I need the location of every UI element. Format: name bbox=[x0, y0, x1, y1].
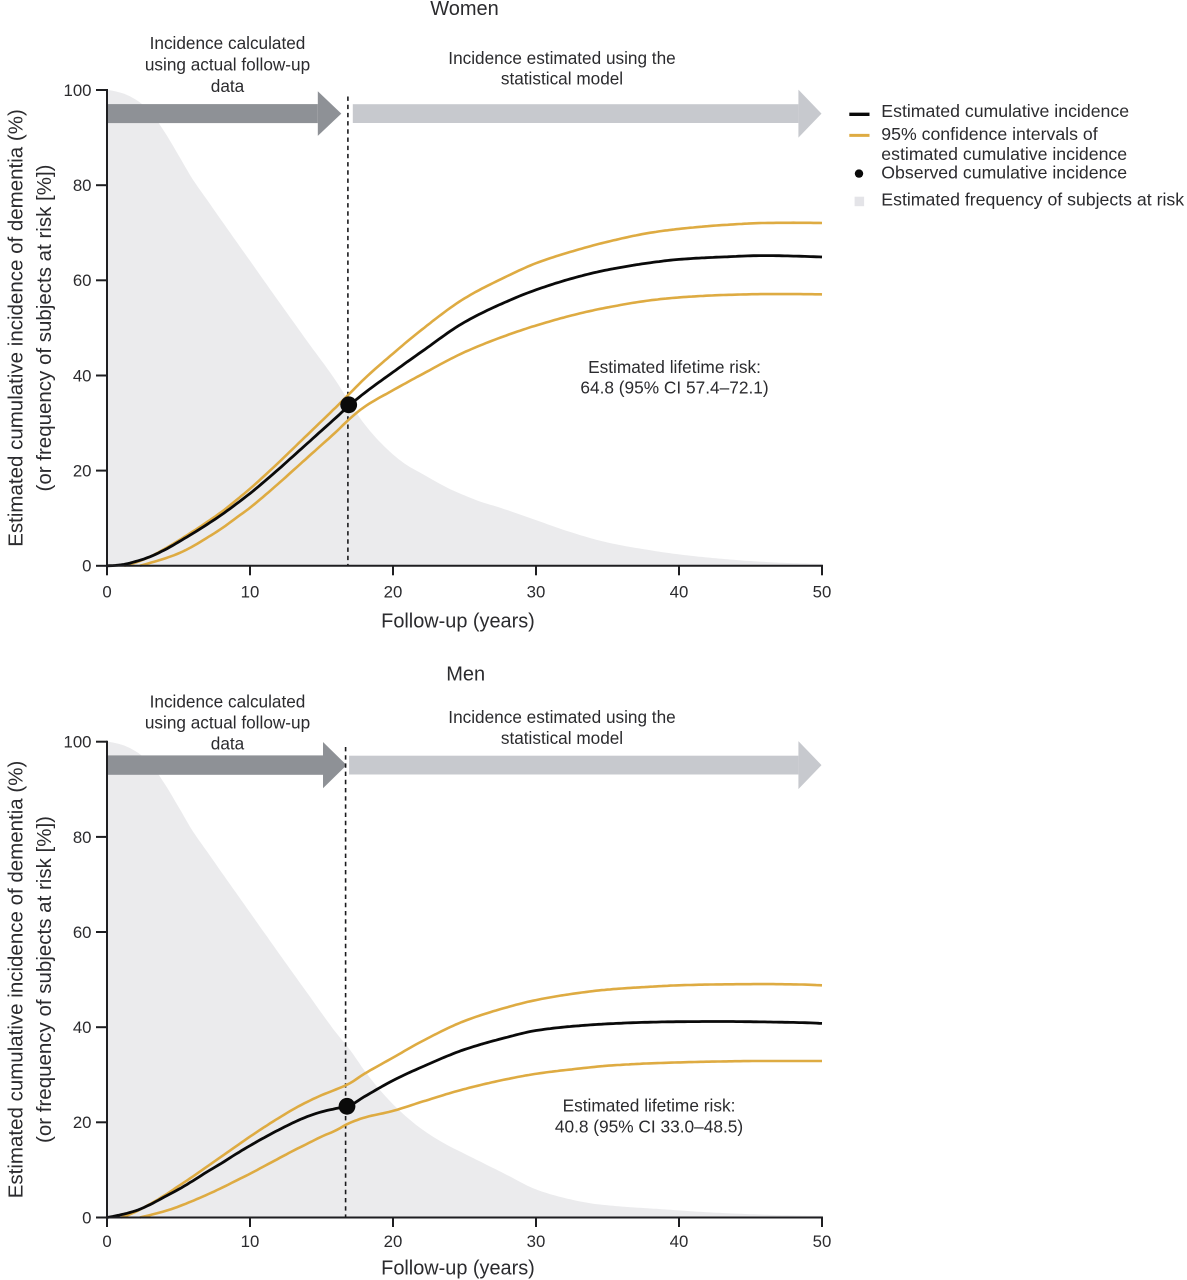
svg-text:Men: Men bbox=[446, 664, 485, 686]
svg-text:Incidence calculated: Incidence calculated bbox=[150, 691, 306, 711]
svg-text:Incidence estimated using the: Incidence estimated using the bbox=[448, 707, 675, 727]
svg-text:estimated cumulative incidence: estimated cumulative incidence bbox=[881, 144, 1127, 164]
svg-text:Follow-up (years): Follow-up (years) bbox=[381, 1258, 535, 1280]
svg-text:0: 0 bbox=[102, 1232, 111, 1251]
svg-text:Incidence estimated using the: Incidence estimated using the bbox=[448, 48, 675, 68]
svg-text:0: 0 bbox=[102, 583, 111, 602]
svg-text:Estimated cumulative incidence: Estimated cumulative incidence of dement… bbox=[5, 109, 28, 547]
svg-text:64.8 (95% CI 57.4–72.1): 64.8 (95% CI 57.4–72.1) bbox=[580, 378, 768, 398]
svg-text:30: 30 bbox=[527, 583, 546, 602]
svg-text:40.8 (95% CI 33.0–48.5): 40.8 (95% CI 33.0–48.5) bbox=[555, 1117, 743, 1137]
svg-text:data: data bbox=[211, 733, 245, 753]
svg-text:20: 20 bbox=[384, 583, 403, 602]
svg-text:Estimated lifetime risk:: Estimated lifetime risk: bbox=[563, 1096, 736, 1116]
svg-text:20: 20 bbox=[384, 1232, 403, 1251]
svg-text:using actual follow-up: using actual follow-up bbox=[145, 712, 310, 732]
svg-text:0: 0 bbox=[82, 557, 91, 576]
svg-text:0: 0 bbox=[82, 1208, 91, 1227]
svg-text:60: 60 bbox=[73, 923, 92, 942]
svg-text:100: 100 bbox=[64, 733, 92, 752]
svg-text:40: 40 bbox=[73, 366, 92, 385]
svg-text:95% confidence intervals of: 95% confidence intervals of bbox=[881, 124, 1097, 144]
svg-text:40: 40 bbox=[670, 583, 689, 602]
svg-text:Follow-up (years): Follow-up (years) bbox=[381, 610, 535, 632]
svg-text:50: 50 bbox=[813, 583, 832, 602]
svg-text:using actual follow-up: using actual follow-up bbox=[145, 54, 310, 74]
svg-text:30: 30 bbox=[527, 1232, 546, 1251]
svg-text:10: 10 bbox=[241, 1232, 260, 1251]
svg-text:80: 80 bbox=[73, 828, 92, 847]
svg-text:Estimated frequency of subject: Estimated frequency of subjects at risk bbox=[881, 189, 1184, 209]
svg-text:Incidence calculated: Incidence calculated bbox=[150, 33, 306, 53]
svg-text:(or frequency of subjects at r: (or frequency of subjects at risk [%]) bbox=[33, 165, 56, 492]
svg-text:Estimated cumulative incidence: Estimated cumulative incidence bbox=[881, 101, 1129, 121]
svg-text:data: data bbox=[211, 76, 245, 96]
svg-text:20: 20 bbox=[73, 1113, 92, 1132]
svg-text:40: 40 bbox=[73, 1018, 92, 1037]
svg-text:10: 10 bbox=[241, 583, 260, 602]
svg-text:40: 40 bbox=[670, 1232, 689, 1251]
svg-text:20: 20 bbox=[73, 462, 92, 481]
svg-text:Women: Women bbox=[430, 0, 499, 20]
svg-text:Observed cumulative incidence: Observed cumulative incidence bbox=[881, 162, 1127, 182]
svg-text:50: 50 bbox=[813, 1232, 832, 1251]
svg-text:statistical model: statistical model bbox=[501, 68, 623, 88]
svg-text:(or frequency of subjects at r: (or frequency of subjects at risk [%]) bbox=[33, 816, 56, 1143]
svg-text:Estimated cumulative incidence: Estimated cumulative incidence of dement… bbox=[5, 761, 28, 1199]
svg-text:60: 60 bbox=[73, 271, 92, 290]
svg-text:80: 80 bbox=[73, 176, 92, 195]
svg-text:100: 100 bbox=[64, 81, 92, 100]
svg-text:Estimated lifetime risk:: Estimated lifetime risk: bbox=[588, 357, 761, 377]
svg-text:statistical model: statistical model bbox=[501, 728, 623, 748]
